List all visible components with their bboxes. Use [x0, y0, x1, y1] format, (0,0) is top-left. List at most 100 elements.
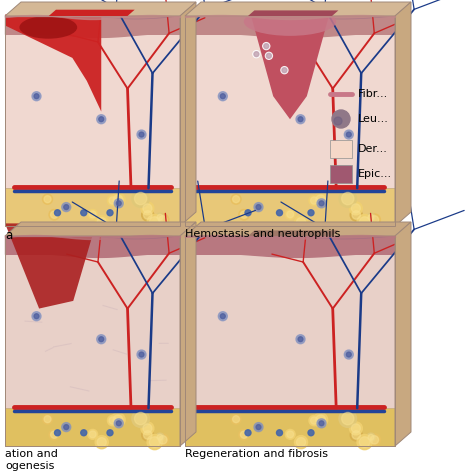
Circle shape [32, 92, 41, 100]
Circle shape [317, 199, 326, 208]
Circle shape [359, 437, 370, 447]
Circle shape [55, 430, 61, 436]
Circle shape [44, 196, 51, 203]
Circle shape [95, 436, 108, 449]
Circle shape [113, 415, 123, 425]
Circle shape [97, 438, 106, 447]
Circle shape [156, 433, 164, 441]
Circle shape [233, 196, 239, 203]
Circle shape [97, 335, 106, 344]
Circle shape [108, 415, 118, 426]
Circle shape [89, 211, 96, 218]
Circle shape [266, 53, 272, 58]
Ellipse shape [244, 8, 336, 36]
Circle shape [97, 115, 106, 124]
Polygon shape [5, 2, 196, 16]
Circle shape [339, 410, 356, 428]
Ellipse shape [235, 222, 346, 236]
Circle shape [344, 130, 353, 139]
Ellipse shape [19, 16, 77, 39]
Circle shape [282, 68, 287, 73]
Circle shape [219, 92, 228, 100]
Circle shape [352, 431, 361, 439]
Circle shape [285, 210, 295, 219]
Circle shape [116, 421, 121, 426]
Circle shape [349, 422, 362, 435]
Circle shape [265, 52, 273, 59]
Circle shape [111, 413, 125, 427]
Circle shape [239, 429, 249, 440]
Bar [5, 236, 180, 446]
Circle shape [231, 194, 241, 204]
Circle shape [141, 422, 154, 435]
Circle shape [256, 425, 261, 429]
Circle shape [116, 201, 121, 206]
Circle shape [114, 419, 123, 428]
Circle shape [298, 337, 303, 342]
Text: a: a [5, 229, 12, 242]
Circle shape [287, 211, 294, 218]
Text: Epic...: Epic... [358, 169, 392, 179]
Circle shape [296, 218, 306, 227]
Circle shape [319, 421, 324, 426]
Bar [5, 255, 180, 408]
Circle shape [350, 209, 362, 221]
Circle shape [62, 423, 71, 432]
Circle shape [64, 425, 69, 429]
Circle shape [142, 209, 154, 221]
Circle shape [99, 117, 104, 122]
Circle shape [342, 412, 354, 425]
Bar [5, 408, 180, 446]
Polygon shape [248, 5, 332, 119]
Circle shape [143, 204, 152, 213]
Bar [185, 255, 395, 408]
Circle shape [231, 414, 241, 424]
Polygon shape [395, 2, 411, 226]
Circle shape [147, 435, 162, 450]
Circle shape [107, 430, 113, 436]
Circle shape [357, 214, 372, 230]
Circle shape [351, 424, 360, 433]
Circle shape [264, 44, 269, 49]
Text: Hemostasis and neutrophils: Hemostasis and neutrophils [185, 229, 340, 239]
Circle shape [157, 434, 169, 446]
Circle shape [294, 216, 308, 229]
Circle shape [342, 192, 354, 205]
Circle shape [99, 337, 104, 342]
Circle shape [49, 429, 60, 440]
Circle shape [346, 352, 351, 357]
Circle shape [51, 431, 58, 438]
Circle shape [139, 352, 144, 357]
Circle shape [139, 132, 144, 137]
Circle shape [254, 423, 263, 432]
Circle shape [143, 424, 152, 433]
Circle shape [64, 205, 69, 210]
Polygon shape [5, 223, 96, 309]
Circle shape [137, 130, 146, 139]
Circle shape [287, 431, 294, 438]
Polygon shape [180, 222, 196, 446]
Circle shape [81, 430, 87, 436]
Polygon shape [395, 222, 411, 446]
Circle shape [239, 210, 249, 220]
Circle shape [370, 216, 379, 224]
Circle shape [132, 410, 149, 428]
Polygon shape [5, 9, 101, 111]
Circle shape [149, 217, 160, 228]
Circle shape [113, 195, 123, 205]
Circle shape [34, 314, 39, 319]
Circle shape [298, 117, 303, 122]
Circle shape [256, 205, 261, 210]
Text: Regeneration and fibrosis: Regeneration and fibrosis [185, 449, 328, 459]
Circle shape [352, 211, 361, 219]
Circle shape [220, 314, 225, 319]
Circle shape [135, 412, 147, 425]
Circle shape [367, 433, 375, 441]
Circle shape [346, 132, 351, 137]
Circle shape [81, 210, 87, 216]
Circle shape [147, 214, 162, 230]
Circle shape [245, 430, 251, 436]
Circle shape [88, 429, 98, 439]
Circle shape [88, 210, 98, 219]
Polygon shape [185, 2, 411, 16]
